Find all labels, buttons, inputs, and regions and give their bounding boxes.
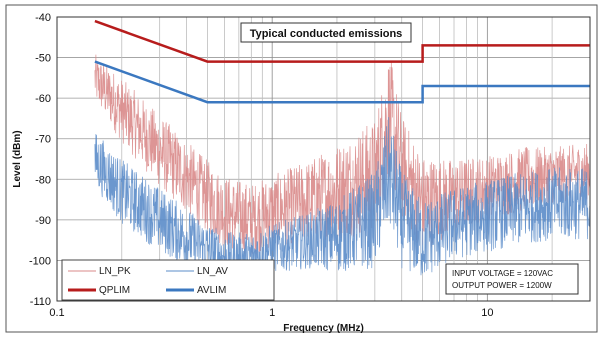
chart-title: Typical conducted emissions [250,28,403,40]
legend-label-qplim: QPLIM [99,285,130,296]
y-axis-ticks: -40 -50 -60 -70 -80 -90 -100 -110 [29,12,51,308]
y-tick-label: -70 [35,134,51,146]
y-tick-label: -40 [35,12,51,24]
note-input-voltage: INPUT VOLTAGE = 120VAC [452,269,553,278]
y-tick-label: -60 [35,93,51,105]
x-tick-label: 10 [481,307,493,319]
legend-label-ln-pk: LN_PK [99,266,131,277]
y-tick-label: -110 [30,296,51,308]
legend-label-avlim: AVLIM [197,285,226,296]
conditions-note: INPUT VOLTAGE = 120VAC OUTPUT POWER = 12… [445,263,579,295]
series-line-avlim [94,60,590,104]
legend: LN_PK LN_AV QPLIM AVLIM [61,259,275,301]
x-axis-label: Frequency (MHz) [283,323,364,334]
series-line-qplim [94,19,590,63]
y-tick-label: -90 [35,215,51,227]
x-tick-label: 0.1 [49,307,64,319]
plot-area-frame [56,16,591,302]
y-tick-label: -100 [29,255,51,267]
y-axis-label: Level (dBm) [12,130,23,187]
legend-box [61,259,275,301]
series-group [94,19,591,281]
series-line-ln-av [94,117,591,281]
x-tick-label: 1 [269,307,275,319]
x-axis-ticks: 0.1 1 10 [49,307,493,319]
chart-title-box: Typical conducted emissions [240,22,412,43]
y-tick-label: -50 [35,53,51,65]
title-box-border [240,22,412,43]
chart-outer-frame [5,4,598,333]
conditions-note-box [445,263,579,295]
legend-label-ln-av: LN_AV [197,266,228,277]
note-output-power: OUTPUT POWER = 1200W [452,281,552,290]
y-tick-label: -80 [35,174,51,186]
